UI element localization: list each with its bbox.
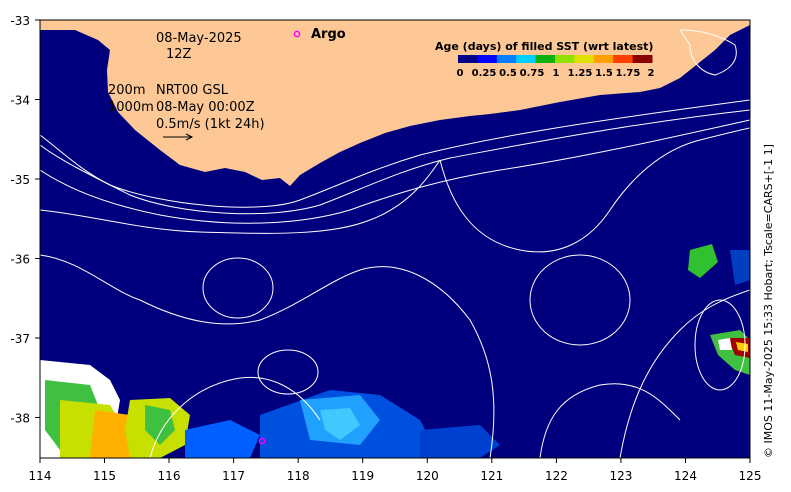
y-tick-label: -33: [10, 14, 30, 28]
legend-tick: 0.5: [499, 68, 517, 79]
vector-scale-label: 0.5m/s (1kt 24h): [156, 117, 265, 132]
sst-age-patches: [40, 244, 750, 458]
map-time: 12Z: [166, 47, 192, 62]
argo-marker-2[interactable]: [258, 437, 266, 445]
colorbar-legend: Age (days) of filled SST (wrt latest) 0 …: [435, 40, 655, 79]
legend-tick: 0.25: [472, 68, 497, 79]
x-tick-label: 116: [158, 469, 181, 483]
x-tick-label: 125: [739, 469, 762, 483]
legend-tick: 0: [457, 68, 464, 79]
x-tick-label: 120: [416, 469, 439, 483]
x-tick-label: 123: [609, 469, 632, 483]
colorbar-swatch: [574, 55, 595, 63]
credit-text: © IMOS 11-May-2025 15:33 Hobart; Tscale=…: [762, 144, 775, 458]
colorbar-swatch: [496, 55, 517, 63]
argo-label: Argo: [311, 27, 346, 42]
argo-marker[interactable]: [293, 30, 301, 38]
colorbar-swatch: [593, 55, 614, 63]
depth-200-label: 200m: [108, 83, 145, 98]
map-date: 08-May-2025: [156, 31, 242, 46]
plot-frame: [39, 19, 751, 459]
x-tick-label: 122: [545, 469, 568, 483]
legend-tick: 1.75: [616, 68, 641, 79]
colorbar-swatch: [516, 55, 537, 63]
legend-tick: 0.75: [520, 68, 545, 79]
y-axis: -33 -34 -35 -36 -37 -38: [10, 14, 40, 426]
legend-tick: 1.25: [568, 68, 593, 79]
x-tick-label: 119: [351, 469, 374, 483]
colorbar-swatch: [477, 55, 498, 63]
x-tick-label: 118: [287, 469, 310, 483]
y-tick-label: -36: [10, 253, 30, 267]
y-tick-label: -35: [10, 173, 30, 187]
product-time-label: 08-May 00:00Z: [156, 100, 255, 115]
colorbar-swatch: [632, 55, 653, 63]
x-tick-label: 124: [674, 469, 697, 483]
x-axis: 114 115 116 117 118 119 120 121 122 123 …: [29, 458, 762, 483]
legend-tick: 1: [553, 68, 560, 79]
depth-1000-label: 1000m: [108, 100, 154, 115]
vector-scale-arrow: [163, 133, 194, 141]
colorbar-swatch: [458, 55, 478, 63]
x-tick-label: 115: [93, 469, 116, 483]
contour-lines: [40, 29, 750, 458]
legend-tick: 2: [648, 68, 655, 79]
colorbar-swatch: [555, 55, 575, 63]
y-tick-label: -34: [10, 94, 30, 108]
legend-title: Age (days) of filled SST (wrt latest): [435, 40, 653, 53]
y-tick-label: -38: [10, 412, 30, 426]
y-tick-label: -37: [10, 332, 30, 346]
colorbar: [458, 55, 653, 63]
colorbar-swatch: [613, 55, 634, 63]
legend-tick: 1.5: [595, 68, 613, 79]
x-tick-label: 114: [29, 469, 52, 483]
product-label: NRT00 GSL: [156, 83, 229, 98]
colorbar-swatch: [535, 55, 556, 63]
x-tick-label: 121: [480, 469, 503, 483]
colorbar-ticks: 0 0.25 0.5 0.75 1 1.25 1.5 1.75 2: [457, 68, 655, 79]
x-tick-label: 117: [222, 469, 245, 483]
